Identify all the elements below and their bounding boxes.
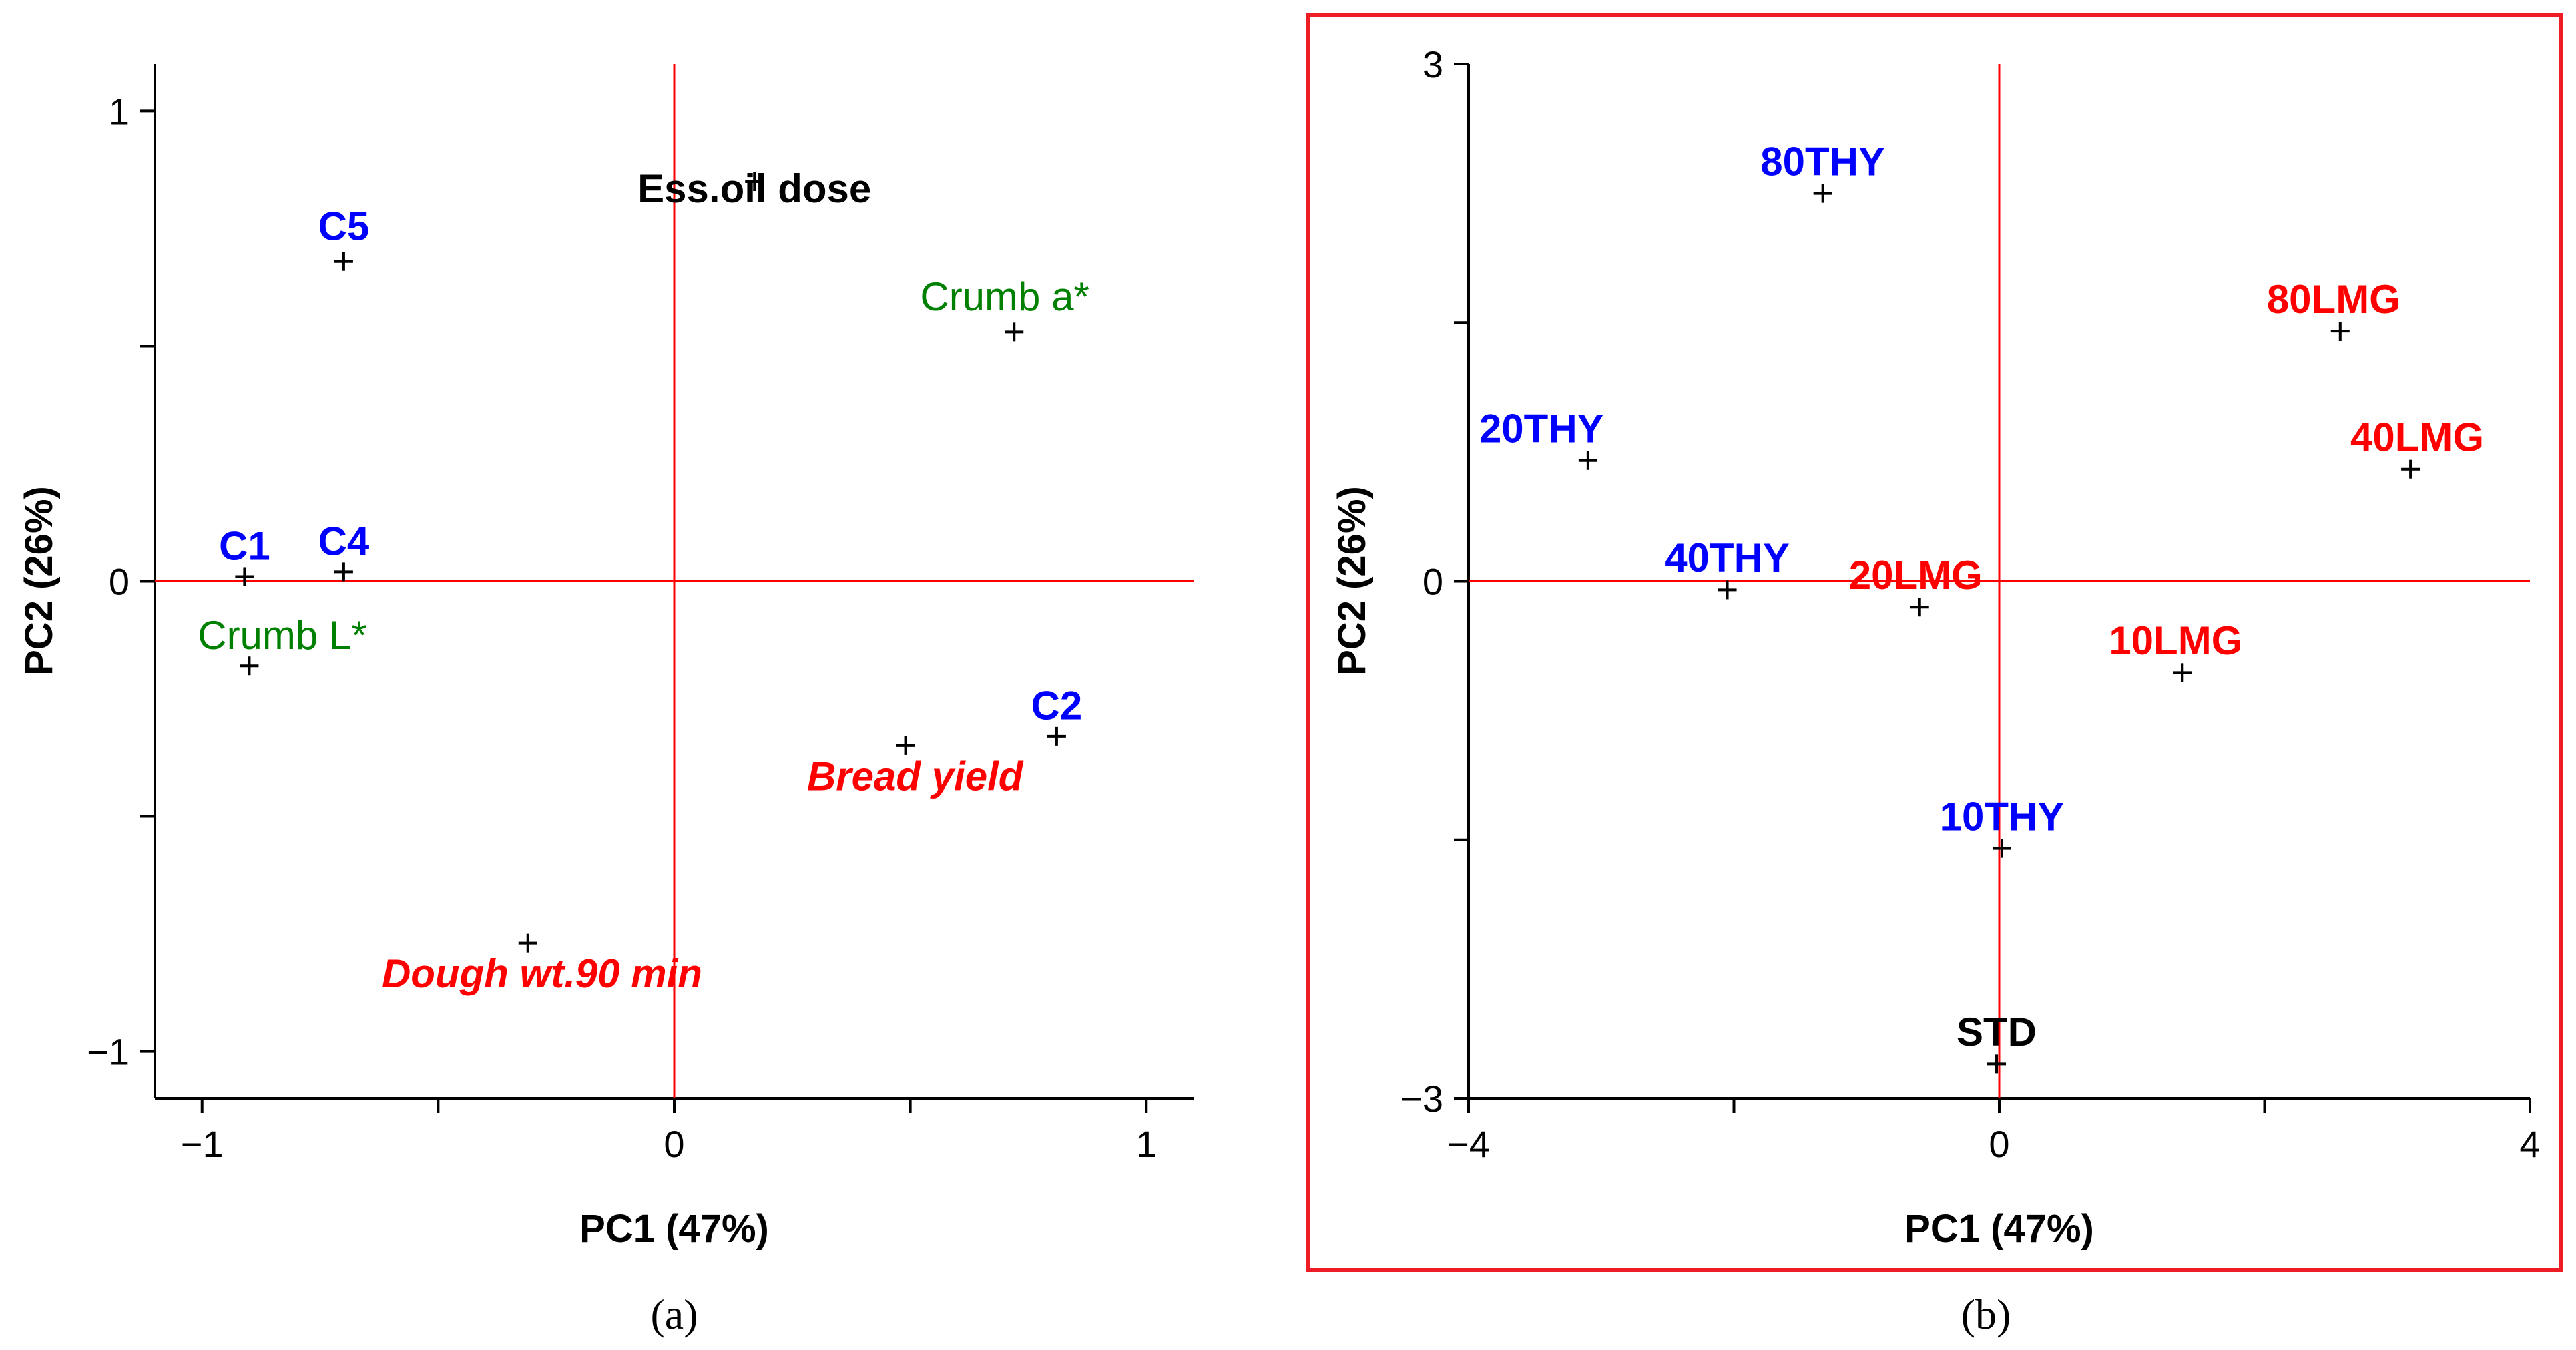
y-tick-label: 0	[1423, 561, 1443, 603]
data-point: Ess.oil dose	[637, 166, 871, 211]
point-label: C1	[219, 523, 270, 568]
y-tick-label: 0	[109, 561, 130, 603]
panel-b-caption: (b)	[1961, 1291, 2011, 1338]
point-label: 20LMG	[1849, 553, 1983, 598]
panel-b-highlight-frame	[1306, 13, 2563, 1272]
point-label: 40THY	[1665, 535, 1790, 580]
point-label: Ess.oil dose	[637, 166, 871, 211]
y-tick-label: 3	[1423, 43, 1443, 85]
data-point: Crumb a*	[920, 274, 1089, 342]
point-label: 10THY	[1940, 794, 2065, 839]
data-point: 40THY	[1665, 535, 1790, 600]
point-label: 80LMG	[2267, 277, 2400, 322]
data-point: 20LMG	[1849, 553, 1983, 617]
data-point: STD	[1957, 1009, 2037, 1074]
data-point: Crumb L*	[198, 613, 367, 676]
x-tick-label: −1	[181, 1123, 224, 1165]
y-tick-label: 1	[109, 90, 130, 132]
x-tick-label: 0	[1989, 1123, 2009, 1165]
y-tick-label: −1	[87, 1031, 130, 1073]
data-point: Dough wt.90 min	[382, 933, 702, 996]
data-point: C4	[318, 519, 370, 582]
point-label: STD	[1957, 1009, 2037, 1054]
point-label: C2	[1031, 684, 1083, 728]
data-point: C2	[1031, 684, 1083, 746]
panel-b-y-axis-title: PC2 (26%)	[1330, 486, 1374, 676]
point-label: 80THY	[1760, 139, 1885, 184]
point-label: 10LMG	[2109, 618, 2242, 663]
data-point: C1	[219, 523, 270, 586]
y-tick-label: −3	[1400, 1078, 1443, 1120]
point-label: 40LMG	[2350, 415, 2484, 459]
panel-b-ticks: −4 0 4 −3 0 3	[1400, 43, 2540, 1165]
point-label: Bread yield	[807, 754, 1024, 799]
x-tick-label: 0	[664, 1123, 684, 1165]
panel-a-ticks: −1 0 1 −1 0 1	[87, 90, 1157, 1165]
data-point: Bread yield	[807, 736, 1024, 799]
point-label: Crumb a*	[920, 274, 1089, 319]
x-tick-label: 1	[1136, 1123, 1157, 1165]
data-point: 80THY	[1760, 139, 1885, 203]
point-label: C5	[318, 204, 370, 249]
point-label: Crumb L*	[198, 613, 366, 658]
panel-b-points: 80THY 80LMG 20THY 40LMG 40THY 20LMG 10LMG 10THY…	[1479, 139, 2484, 1074]
data-point: 40LMG	[2350, 415, 2484, 479]
data-point: 20THY	[1479, 407, 1604, 470]
x-tick-label: −4	[1447, 1123, 1490, 1165]
data-point: 10THY	[1940, 794, 2065, 858]
panel-b-score-plot: −4 0 4 −3 0 3 80THY 80LMG 20THY 40LMG 40THY 20LMG 1…	[1330, 43, 2541, 1338]
data-point: 10LMG	[2109, 618, 2242, 682]
point-label: Dough wt.90 min	[382, 951, 702, 996]
panel-b-x-axis-title: PC1 (47%)	[1904, 1207, 2094, 1251]
point-label: C4	[318, 519, 370, 564]
x-tick-label: 4	[2519, 1123, 2540, 1165]
panel-a-x-axis-title: PC1 (47%)	[579, 1207, 769, 1251]
point-label: 20THY	[1479, 407, 1604, 451]
panel-a-points: Ess.oil dose C5 Crumb a* C1 C4 Crumb L* C2Brea…	[198, 166, 1089, 996]
panel-a-caption: (a)	[650, 1291, 698, 1338]
data-point: 80LMG	[2267, 277, 2400, 341]
data-point: C5	[318, 204, 370, 271]
panel-a-y-axis-title: PC2 (26%)	[17, 486, 61, 676]
panel-a-score-loading-plot: −1 0 1 −1 0 1 Ess.oil dose C5 Crumb a* C1 C4 Crumb…	[17, 64, 1194, 1338]
